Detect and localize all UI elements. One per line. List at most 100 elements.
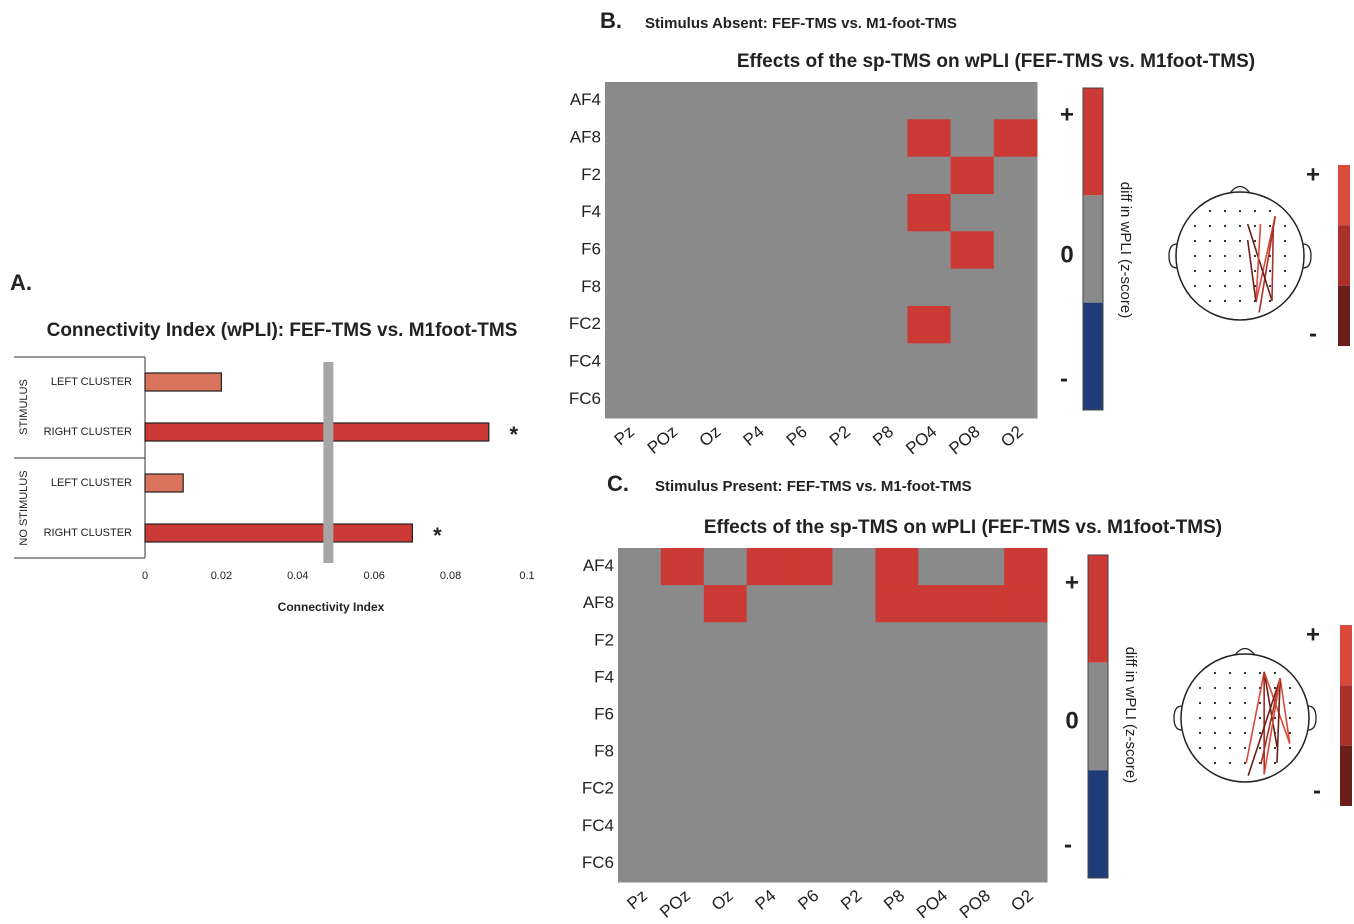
row-label: F2 xyxy=(581,165,601,184)
column-label: P4 xyxy=(751,886,779,914)
head-ear xyxy=(1173,705,1183,731)
heatmap-cell xyxy=(618,585,662,623)
bar xyxy=(144,422,490,442)
heatmap-cell xyxy=(734,231,779,270)
electrode xyxy=(1273,761,1277,765)
topo-colorbar-segment xyxy=(1340,745,1352,806)
row-label: F6 xyxy=(594,704,614,723)
annotation: * xyxy=(510,422,519,447)
electrode xyxy=(1198,686,1202,690)
heatmap-cell xyxy=(993,82,1038,120)
colorbar-label: 0 xyxy=(1065,707,1078,734)
row-label: AF8 xyxy=(570,127,601,146)
x-tick-label: 0.04 xyxy=(287,570,308,582)
column-label: PO8 xyxy=(945,422,983,458)
row-label: FC6 xyxy=(582,853,614,872)
heatmap-cell xyxy=(864,156,908,195)
heatmap-cell xyxy=(734,268,779,307)
heatmap-cell xyxy=(907,380,952,419)
heatmap-cell xyxy=(907,343,952,382)
electrode xyxy=(1193,284,1197,288)
electrode xyxy=(1258,701,1262,705)
electrode xyxy=(1243,731,1247,735)
heatmap-cell xyxy=(691,380,736,419)
topo-colorbar-label: - xyxy=(1313,777,1321,804)
electrode xyxy=(1213,701,1217,705)
heatmap-cell xyxy=(961,622,1005,660)
column-label: P6 xyxy=(794,886,822,914)
heatmap-cell xyxy=(875,585,919,623)
heatmap-cell xyxy=(648,268,692,307)
topo-colorbar-segment xyxy=(1338,285,1350,346)
electrode xyxy=(1238,299,1242,303)
subtitle: Stimulus Absent: FEF-TMS vs. M1-foot-TMS xyxy=(645,15,957,32)
colorbar-segment xyxy=(1083,88,1103,196)
connection xyxy=(1255,216,1276,303)
connection xyxy=(1246,223,1273,302)
electrode xyxy=(1213,746,1217,750)
heatmap-cell xyxy=(907,82,952,120)
heatmap-cell xyxy=(691,119,736,158)
heatmap-cell xyxy=(703,770,748,809)
heatmap-cell xyxy=(875,770,919,809)
electrode xyxy=(1253,239,1257,243)
heatmap-cell xyxy=(1004,548,1048,586)
heatmap-cell xyxy=(950,82,995,120)
panel-label: C. xyxy=(607,471,629,496)
heatmap-cell xyxy=(821,119,865,158)
electrode xyxy=(1283,284,1287,288)
electrode xyxy=(1238,224,1242,228)
heatmap-cell xyxy=(875,659,919,697)
heatmap-cell xyxy=(907,268,952,307)
electrode xyxy=(1258,731,1262,735)
heatmap-cell xyxy=(734,82,779,120)
heatmap-cell xyxy=(961,770,1005,809)
heatmap-cell xyxy=(734,306,779,344)
electrode xyxy=(1208,269,1212,273)
column-label: P6 xyxy=(783,422,811,450)
heatmap-cell xyxy=(777,82,822,120)
heatmap-cell xyxy=(777,268,822,307)
heatmap-cell xyxy=(832,696,876,735)
heatmap-cell xyxy=(789,659,833,697)
column-label: POz xyxy=(656,886,694,922)
heatmap-cell xyxy=(605,268,649,307)
heatmap-cell xyxy=(746,770,791,809)
heatmap-cell xyxy=(618,733,662,772)
electrode xyxy=(1208,254,1212,258)
heatmap-cell xyxy=(832,733,876,772)
electrode xyxy=(1253,269,1257,273)
reference-line xyxy=(323,362,334,563)
column-label: O2 xyxy=(997,422,1027,451)
heatmap-cell xyxy=(875,622,919,660)
heatmap-cell xyxy=(864,119,908,158)
heatmap-cell xyxy=(691,343,736,382)
electrode xyxy=(1268,269,1272,273)
heatmap-cell xyxy=(864,82,908,120)
heatmap-cell xyxy=(618,770,662,809)
row-label: F4 xyxy=(581,202,601,221)
heatmap-cell xyxy=(703,807,748,846)
electrode xyxy=(1253,224,1257,228)
colorbar-frame xyxy=(1082,87,1104,411)
heatmap-cell xyxy=(660,659,705,697)
x-tick-label: 0.08 xyxy=(440,570,461,582)
topo-colorbar-label: + xyxy=(1306,621,1320,648)
heatmap-cell xyxy=(746,844,791,883)
heatmap-cell xyxy=(864,231,908,270)
category-label: LEFT CLUSTER xyxy=(51,477,132,489)
heatmap-cell xyxy=(660,696,705,735)
electrode xyxy=(1283,239,1287,243)
head-ear xyxy=(1168,243,1178,269)
column-label: P8 xyxy=(880,886,908,914)
electrode xyxy=(1223,284,1227,288)
electrode xyxy=(1228,671,1232,675)
connection xyxy=(1245,671,1265,763)
heatmap-cell xyxy=(907,194,952,232)
heatmap-cell xyxy=(832,770,876,809)
head-nose xyxy=(1234,647,1256,656)
electrode xyxy=(1213,671,1217,675)
electrode xyxy=(1208,224,1212,228)
heatmap-cell xyxy=(875,696,919,735)
panel-label: B. xyxy=(600,8,622,33)
